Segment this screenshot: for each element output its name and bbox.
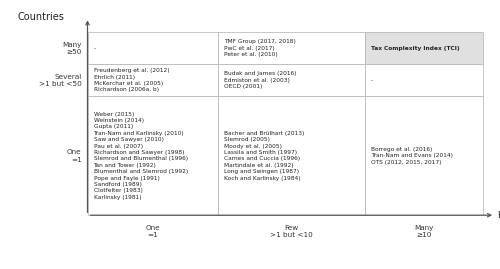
Bar xyxy=(88,96,218,215)
Bar xyxy=(365,32,482,64)
Bar xyxy=(218,64,365,96)
Text: -: - xyxy=(94,46,96,51)
Text: Budak and James (2016)
Edmiston et al. (2003)
OECD (2001): Budak and James (2016) Edmiston et al. (… xyxy=(224,71,297,89)
Text: Weber (2015)
Weinstein (2014)
Gupta (2011)
Tran-Nam and Karlinsky (2010)
Saw and: Weber (2015) Weinstein (2014) Gupta (201… xyxy=(94,112,188,200)
Text: Few
>1 but <10: Few >1 but <10 xyxy=(270,225,313,238)
Text: Borrego et al. (2016)
Tran-Nam and Evans (2014)
OTS (2012, 2015, 2017): Borrego et al. (2016) Tran-Nam and Evans… xyxy=(371,147,453,165)
Bar xyxy=(218,96,365,215)
Text: -: - xyxy=(371,78,373,83)
Text: Facets of tax complexity: Facets of tax complexity xyxy=(498,211,500,220)
Text: Tax Complexity Index (TCI): Tax Complexity Index (TCI) xyxy=(371,46,460,51)
Text: Countries: Countries xyxy=(18,12,64,23)
Bar xyxy=(88,64,218,96)
Bar xyxy=(218,32,365,64)
Text: TMF Group (2017, 2018)
PwC et al. (2017)
Peter et al. (2010): TMF Group (2017, 2018) PwC et al. (2017)… xyxy=(224,39,296,57)
Text: One
=1: One =1 xyxy=(146,225,160,238)
Text: Several
>1 but <50: Several >1 but <50 xyxy=(38,73,82,87)
Bar xyxy=(365,64,482,96)
Text: Bacher and Brülhart (2013)
Slemrod (2005)
Moody et al. (2005)
Lassila and Smith : Bacher and Brülhart (2013) Slemrod (2005… xyxy=(224,131,305,181)
Text: Many
≥50: Many ≥50 xyxy=(62,41,82,55)
Bar xyxy=(88,32,218,64)
Bar xyxy=(365,96,482,215)
Text: Many
≥10: Many ≥10 xyxy=(414,225,434,238)
Text: Freudenberg et al. (2012)
Ehrlich (2011)
McKerchar et al. (2005)
Richardson (200: Freudenberg et al. (2012) Ehrlich (2011)… xyxy=(94,68,169,92)
Text: One
=1: One =1 xyxy=(67,149,82,162)
